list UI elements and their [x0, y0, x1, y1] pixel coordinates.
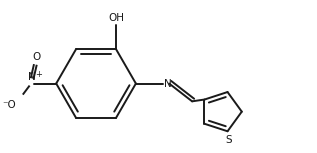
Text: +: +: [35, 70, 42, 79]
Text: S: S: [225, 135, 232, 145]
Text: N: N: [165, 78, 172, 89]
Text: N: N: [28, 72, 36, 82]
Text: O: O: [32, 52, 41, 62]
Text: OH: OH: [108, 13, 124, 23]
Text: ⁻O: ⁻O: [3, 100, 16, 110]
